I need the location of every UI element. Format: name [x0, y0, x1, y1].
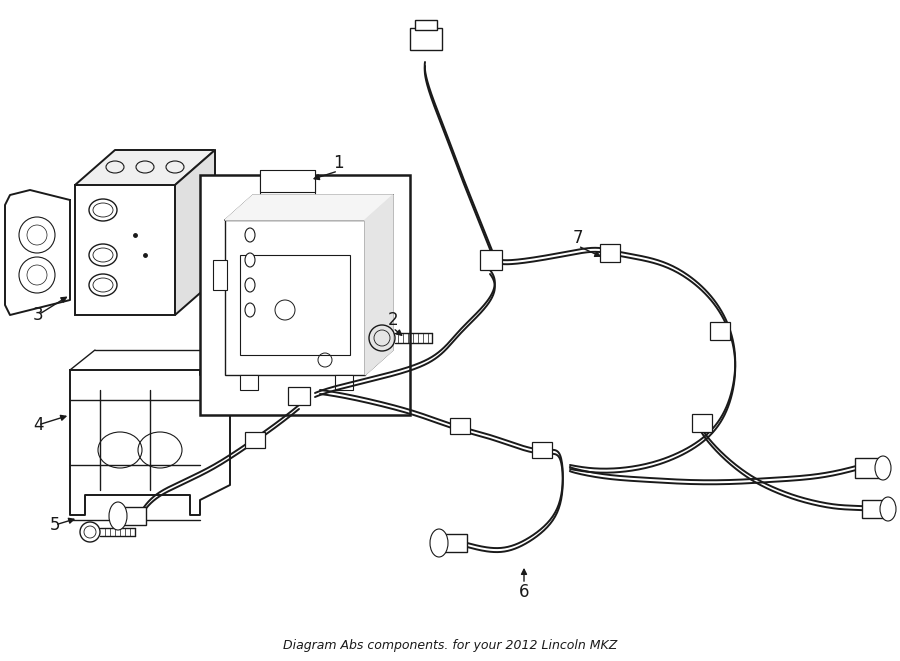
Text: 5: 5 [50, 516, 60, 534]
Bar [213, 260, 227, 290]
Bar [335, 375, 353, 390]
Text: 4: 4 [32, 416, 43, 434]
Bar [692, 414, 712, 432]
Bar [225, 220, 365, 375]
Bar [260, 170, 315, 192]
Ellipse shape [93, 203, 113, 217]
Bar [532, 442, 552, 458]
Bar [240, 255, 350, 355]
Bar [240, 375, 258, 390]
Ellipse shape [875, 456, 891, 480]
Ellipse shape [245, 228, 255, 242]
Ellipse shape [245, 253, 255, 267]
Bar [75, 185, 175, 315]
Text: Diagram Abs components. for your 2012 Lincoln MKZ: Diagram Abs components. for your 2012 Li… [283, 639, 617, 652]
Bar [450, 418, 470, 434]
Ellipse shape [93, 248, 113, 262]
Ellipse shape [93, 278, 113, 292]
Ellipse shape [245, 278, 255, 292]
Bar [288, 387, 310, 405]
Bar [415, 20, 437, 30]
Polygon shape [75, 150, 215, 185]
Bar [600, 244, 620, 262]
Text: 1: 1 [333, 154, 343, 172]
Bar [245, 432, 265, 448]
Ellipse shape [245, 303, 255, 317]
Ellipse shape [430, 529, 448, 557]
Ellipse shape [245, 203, 255, 217]
Ellipse shape [880, 497, 896, 521]
Text: 7: 7 [572, 229, 583, 247]
Polygon shape [225, 195, 393, 220]
Bar [480, 250, 502, 270]
Bar [855, 458, 880, 478]
Polygon shape [70, 370, 230, 515]
Polygon shape [5, 190, 70, 315]
Bar [410, 28, 442, 50]
Bar [200, 175, 410, 415]
Text: 2: 2 [388, 311, 399, 329]
Bar [862, 500, 886, 518]
Text: 3: 3 [32, 306, 43, 324]
Polygon shape [365, 195, 393, 375]
Bar [710, 322, 730, 340]
Polygon shape [175, 150, 215, 315]
Text: 6: 6 [518, 583, 529, 601]
Bar [122, 507, 146, 525]
Ellipse shape [109, 502, 127, 530]
Bar [443, 534, 467, 552]
